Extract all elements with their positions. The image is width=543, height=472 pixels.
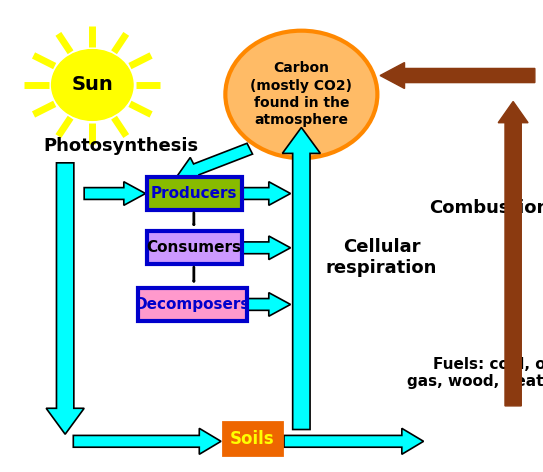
Polygon shape [380,63,535,89]
Text: Producers: Producers [151,186,237,201]
Text: Decomposers: Decomposers [135,297,250,312]
Polygon shape [239,293,291,316]
FancyBboxPatch shape [147,177,242,210]
Text: Combustion: Combustion [429,199,543,217]
Polygon shape [84,182,146,205]
FancyBboxPatch shape [147,231,242,264]
Text: Cellular
respiration: Cellular respiration [326,238,437,277]
Text: Sun: Sun [72,76,113,94]
FancyBboxPatch shape [223,422,282,455]
Text: Fuels: coal, oil,
gas, wood, peat, etc.: Fuels: coal, oil, gas, wood, peat, etc. [407,357,543,389]
Polygon shape [239,182,291,205]
Polygon shape [176,143,252,181]
Polygon shape [282,127,320,430]
Text: Soils: Soils [230,430,275,448]
Text: Photosynthesis: Photosynthesis [43,137,199,155]
Polygon shape [498,101,528,406]
Ellipse shape [225,31,377,158]
Polygon shape [73,429,221,454]
Text: Consumers: Consumers [147,240,242,255]
Polygon shape [284,429,424,454]
Circle shape [52,50,133,120]
FancyBboxPatch shape [138,288,247,321]
Polygon shape [239,236,291,260]
Polygon shape [46,163,84,434]
Text: Carbon
(mostly CO2)
found in the
atmosphere: Carbon (mostly CO2) found in the atmosph… [250,61,352,127]
